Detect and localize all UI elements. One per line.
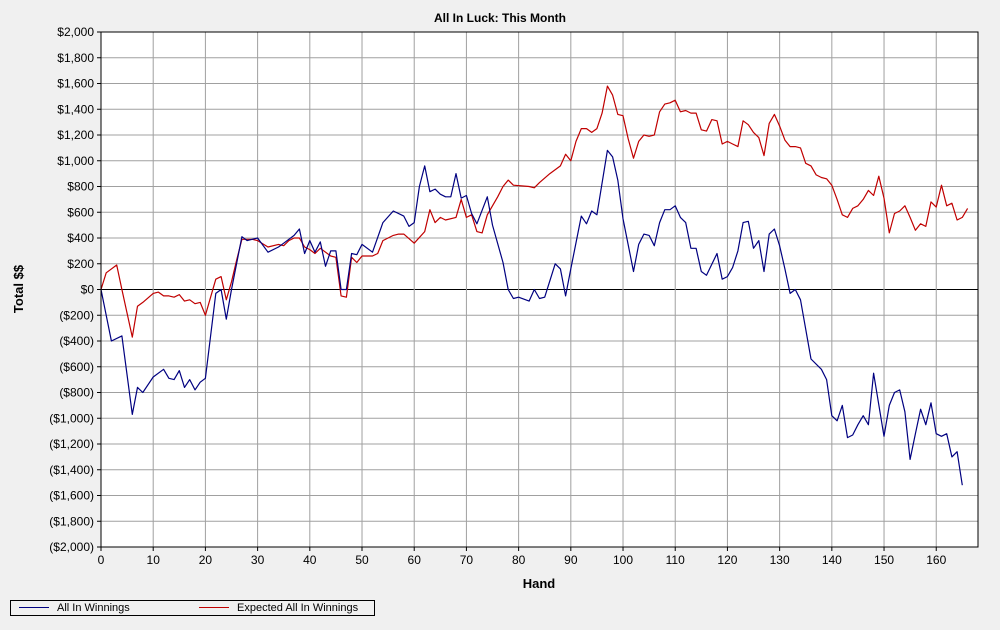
legend-line-red [199, 607, 229, 608]
y-tick-label: ($600) [59, 360, 94, 374]
x-tick-label: 50 [355, 553, 369, 567]
y-tick-label: $1,600 [57, 77, 94, 91]
x-tick-label: 140 [822, 553, 842, 567]
y-tick-label: ($800) [59, 386, 94, 400]
x-tick-label: 40 [303, 553, 317, 567]
x-tick-label: 0 [98, 553, 105, 567]
x-tick-label: 60 [408, 553, 422, 567]
y-tick-label: ($1,600) [49, 489, 94, 503]
x-tick-label: 160 [926, 553, 946, 567]
y-tick-label: $800 [67, 180, 94, 194]
series-line-all-in-winnings [100, 149, 963, 486]
y-tick-label: $400 [67, 231, 94, 245]
x-tick-label: 120 [717, 553, 737, 567]
y-tick-label: $600 [67, 205, 94, 219]
legend-label: All In Winnings [57, 602, 130, 614]
x-tick-label: 70 [460, 553, 474, 567]
x-axis-label: Hand [523, 576, 556, 591]
x-tick-label: 150 [874, 553, 894, 567]
y-tick-label: ($1,800) [49, 514, 94, 528]
y-tick-label: $1,000 [57, 154, 94, 168]
y-tick-label: ($1,400) [49, 463, 94, 477]
legend-label: Expected All In Winnings [237, 602, 359, 614]
y-tick-label: ($2,000) [49, 540, 94, 554]
legend-line-blue [19, 607, 49, 608]
legend: All In Winnings Expected All In Winnings [10, 600, 375, 616]
x-tick-label: 130 [770, 553, 790, 567]
x-tick-label: 30 [251, 553, 265, 567]
series-layer [100, 85, 969, 486]
y-tick-label: $1,400 [57, 102, 94, 116]
axes: $2,000 $1,800 $1,600 $1,400 $1,200 $1,000 $800… [49, 25, 946, 567]
y-tick-label: $2,000 [57, 25, 94, 39]
y-tick-label: $0 [81, 283, 95, 297]
x-tick-label: 80 [512, 553, 526, 567]
y-tick-label: ($1,000) [49, 411, 94, 425]
x-tick-label: 110 [666, 553, 685, 567]
y-tick-label: $200 [67, 257, 94, 271]
x-tick-label: 100 [613, 553, 633, 567]
y-tick-label: ($200) [59, 308, 94, 322]
chart-title: All In Luck: This Month [434, 11, 566, 25]
x-tick-label: 90 [564, 553, 578, 567]
series-line-expected-all-in-winnings [100, 85, 969, 338]
x-tick-label: 20 [199, 553, 213, 567]
y-tick-label: ($1,200) [49, 437, 94, 451]
y-tick-label: ($400) [59, 334, 94, 348]
grid [100, 31, 978, 548]
y-tick-label: $1,200 [57, 128, 94, 142]
y-tick-label: $1,800 [57, 51, 94, 65]
y-axis-label: Total $$ [11, 264, 26, 313]
x-tick-label: 10 [147, 553, 161, 567]
